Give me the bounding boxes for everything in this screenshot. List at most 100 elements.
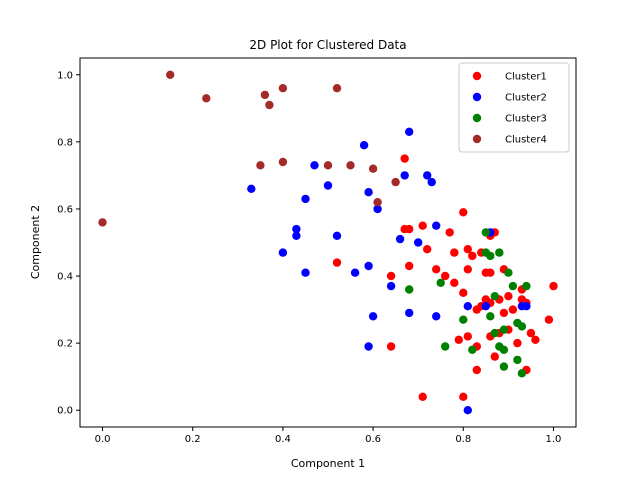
data-point-cluster1	[472, 365, 481, 375]
data-point-cluster3	[441, 342, 450, 351]
data-point-cluster3	[481, 228, 490, 237]
data-point-cluster4	[373, 198, 382, 207]
data-point-cluster1	[418, 221, 427, 230]
data-point-cluster2	[301, 194, 310, 204]
data-point-cluster1	[386, 342, 396, 351]
data-point-cluster3	[499, 345, 509, 354]
data-point-cluster1	[463, 245, 472, 254]
data-point-cluster1	[332, 258, 342, 267]
y-tick-label: 0.4	[57, 272, 73, 283]
data-point-cluster1	[463, 332, 472, 341]
x-tick-label: 1.0	[546, 434, 562, 445]
data-point-cluster2	[292, 231, 301, 240]
data-point-cluster1	[481, 295, 490, 304]
data-point-cluster4	[202, 94, 211, 103]
data-point-cluster1	[459, 288, 468, 297]
data-point-cluster1	[486, 268, 495, 277]
data-point-cluster1	[468, 251, 477, 261]
data-point-cluster3	[486, 251, 495, 261]
data-point-cluster4	[265, 100, 274, 110]
data-point-cluster2	[432, 221, 441, 230]
data-point-cluster3	[495, 248, 504, 257]
data-point-cluster1	[450, 278, 459, 287]
data-point-cluster2	[522, 302, 531, 311]
data-point-cluster1	[405, 261, 414, 271]
data-point-cluster4	[332, 84, 342, 93]
data-point-cluster1	[463, 265, 472, 274]
y-tick-label: 0.6	[57, 204, 73, 215]
data-point-cluster1	[405, 224, 414, 234]
data-point-cluster1	[423, 245, 432, 254]
data-point-cluster1	[445, 228, 454, 237]
data-point-cluster3	[499, 362, 509, 371]
x-tick-label: 0.0	[95, 434, 111, 445]
legend-label-cluster3: Cluster3	[505, 114, 547, 125]
data-point-cluster2	[423, 171, 432, 180]
data-point-cluster4	[323, 161, 333, 170]
data-point-cluster2	[427, 177, 436, 187]
data-point-cluster2	[301, 268, 310, 277]
data-point-cluster1	[450, 248, 459, 257]
data-point-cluster2	[405, 127, 414, 136]
data-point-cluster1	[526, 328, 536, 338]
data-point-cluster2	[332, 231, 342, 240]
data-point-cluster1	[454, 335, 463, 344]
data-point-cluster4	[368, 164, 378, 173]
y-axis-ticks: 0.0 0.2 0.4 0.6 0.8 1.0	[57, 70, 80, 417]
data-point-cluster4	[278, 84, 288, 93]
data-point-cluster1	[504, 292, 513, 301]
plot-frame	[79, 57, 577, 428]
data-point-cluster3	[499, 325, 509, 334]
data-point-cluster1	[386, 271, 396, 281]
legend-marker-cluster4	[472, 134, 482, 144]
y-tick-label: 0.8	[57, 137, 73, 148]
legend-marker-cluster1	[472, 71, 482, 81]
data-point-cluster3	[522, 281, 531, 291]
data-point-cluster1	[459, 392, 468, 401]
data-point-cluster2	[481, 302, 490, 311]
data-point-cluster2	[432, 312, 441, 321]
data-point-cluster4	[346, 161, 355, 170]
data-point-cluster3	[490, 292, 499, 301]
data-point-cluster1	[459, 208, 468, 217]
legend: Cluster1 Cluster2 Cluster3 Cluster4	[458, 62, 570, 153]
legend-label-cluster4: Cluster4	[505, 135, 547, 146]
data-point-cluster3	[504, 268, 513, 277]
y-tick-label: 0.2	[57, 339, 73, 350]
data-point-cluster3	[486, 312, 495, 321]
x-tick-label: 0.8	[455, 434, 471, 445]
data-point-cluster2	[400, 171, 409, 180]
legend-marker-cluster2	[472, 92, 482, 102]
data-point-cluster3	[468, 345, 477, 354]
y-axis-label: Component 2	[29, 205, 42, 279]
legend-label-cluster1: Cluster1	[505, 72, 547, 83]
data-point-cluster4	[98, 218, 107, 227]
data-point-cluster2	[463, 406, 472, 415]
data-point-cluster1	[490, 352, 499, 361]
data-point-cluster4	[391, 177, 400, 187]
data-point-cluster2	[373, 204, 382, 214]
data-point-cluster3	[459, 315, 468, 324]
data-point-cluster2	[359, 141, 369, 150]
data-point-cluster1	[499, 308, 509, 318]
data-point-cluster3	[517, 369, 527, 378]
data-point-cluster2	[364, 188, 373, 197]
data-point-cluster3	[405, 285, 414, 294]
data-point-cluster1	[418, 392, 427, 401]
plot-points	[98, 70, 558, 415]
x-axis-label: Component 1	[291, 457, 365, 470]
data-point-cluster2	[292, 224, 301, 234]
data-point-cluster2	[386, 281, 396, 291]
data-point-cluster3	[436, 278, 445, 287]
data-point-cluster2	[364, 342, 373, 351]
data-point-cluster1	[513, 338, 522, 348]
data-point-cluster2	[350, 268, 360, 277]
data-point-cluster2	[323, 181, 333, 190]
data-point-cluster1	[549, 281, 558, 291]
data-point-cluster3	[513, 355, 522, 365]
data-point-cluster1	[400, 154, 409, 163]
data-point-cluster1	[432, 265, 441, 274]
data-point-cluster3	[490, 328, 499, 338]
x-tick-label: 0.2	[185, 434, 201, 445]
